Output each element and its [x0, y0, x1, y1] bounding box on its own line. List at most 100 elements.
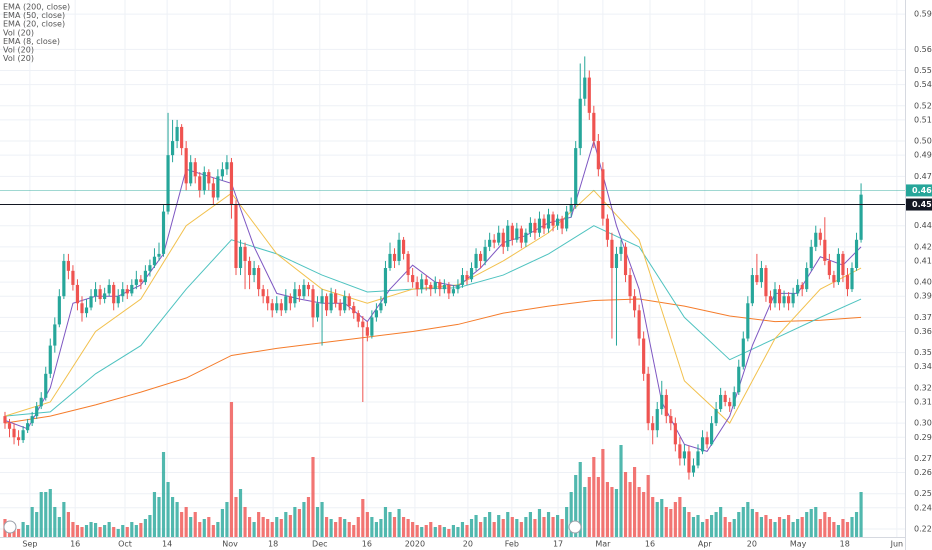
- candle-body: [859, 194, 863, 240]
- volume-bar: [442, 527, 446, 537]
- volume-bar: [836, 525, 841, 537]
- x-tick-label: 2020: [405, 540, 425, 549]
- candle-body: [791, 293, 795, 304]
- candle-body: [225, 162, 229, 170]
- volume-bar: [578, 462, 582, 537]
- candle-body: [818, 232, 822, 240]
- volume-bar: [737, 512, 741, 537]
- candle-body: [528, 222, 532, 233]
- volume-bar: [275, 517, 279, 537]
- volume-bar: [474, 515, 478, 537]
- volume-bar: [383, 507, 388, 537]
- candle-body: [198, 176, 202, 191]
- candle-body: [184, 148, 188, 184]
- candle-body: [578, 98, 582, 149]
- candle-body: [30, 416, 34, 424]
- y-tick-label: 0.265: [914, 468, 932, 477]
- volume-bar: [16, 529, 21, 537]
- candle-body: [157, 253, 161, 257]
- candle-body: [660, 394, 664, 410]
- candle-body: [424, 279, 428, 285]
- volume-bar: [48, 489, 52, 537]
- volume-bar: [53, 507, 57, 537]
- candle-body: [306, 284, 311, 290]
- candle-body: [7, 423, 12, 429]
- candle-body: [501, 232, 505, 247]
- event-icon[interactable]: [3, 520, 17, 534]
- candle-body: [62, 260, 66, 297]
- volume-bar: [266, 519, 270, 537]
- volume-bar: [311, 457, 315, 537]
- volume-bar: [854, 512, 859, 537]
- x-tick-label: Dec: [312, 540, 327, 549]
- volume-bar: [315, 507, 320, 537]
- price-label-box: [906, 198, 932, 211]
- candle-body: [823, 239, 827, 261]
- volume-bar: [157, 497, 161, 537]
- candle-body: [161, 211, 166, 254]
- candle-body: [243, 246, 247, 261]
- volume-bar: [26, 525, 30, 537]
- volume-bar: [143, 519, 147, 537]
- candle-body: [673, 423, 677, 445]
- volume-bar: [506, 512, 510, 537]
- volume-bar: [184, 507, 188, 537]
- candle-body: [737, 366, 741, 393]
- candle-body: [447, 284, 451, 294]
- volume-bar: [166, 482, 170, 537]
- candle-body: [275, 303, 279, 311]
- candle-body: [12, 428, 16, 438]
- volume-bar: [93, 523, 98, 537]
- volume-bar: [361, 499, 365, 537]
- candle-body: [352, 306, 356, 314]
- volume-bar: [723, 517, 727, 537]
- candle-body: [628, 275, 632, 297]
- volume-bar: [678, 497, 682, 537]
- candle-body: [483, 246, 487, 261]
- event-icon[interactable]: [568, 520, 582, 534]
- volume-bar: [759, 517, 763, 537]
- volume-bar: [583, 487, 587, 537]
- volume-bar: [216, 522, 220, 537]
- y-tick-label: 0.325: [914, 383, 932, 392]
- candle-body: [121, 289, 125, 297]
- x-tick-label: Apr: [698, 540, 713, 549]
- candle-body: [125, 289, 129, 294]
- candle-body: [361, 321, 365, 328]
- y-tick-label: 0.550: [914, 66, 932, 75]
- y-tick-label: 0.525: [914, 101, 932, 110]
- candle-body: [35, 406, 39, 417]
- candle-body: [302, 284, 306, 297]
- candle-body: [642, 338, 646, 374]
- volume-bar: [424, 525, 428, 537]
- volume-bar: [379, 519, 383, 537]
- price-label-box: [906, 184, 932, 197]
- volume-bar: [732, 519, 736, 537]
- volume-bar: [152, 492, 157, 537]
- volume-bar: [533, 519, 537, 537]
- volume-bar: [850, 517, 854, 537]
- volume-bar: [773, 522, 777, 537]
- candle-body: [320, 296, 324, 304]
- volume-bar: [202, 519, 206, 537]
- y-tick-label: 0.375: [914, 313, 932, 322]
- candle-body: [392, 253, 397, 261]
- volume-bar: [560, 519, 564, 537]
- volume-bar: [288, 515, 292, 537]
- candle-body: [524, 232, 528, 243]
- y-tick-label: 0.340: [914, 362, 932, 371]
- volume-bar: [750, 509, 754, 537]
- candle-body: [202, 172, 206, 191]
- volume-bar: [691, 517, 696, 537]
- y-tick-label: 0.315: [914, 398, 932, 407]
- candle-body: [315, 303, 320, 318]
- candle-body: [293, 289, 297, 304]
- volume-bar: [139, 523, 143, 537]
- candle-body: [80, 303, 84, 314]
- x-tick-label: 18: [840, 540, 850, 549]
- candle-body: [252, 268, 256, 276]
- y-tick-label: 0.475: [914, 172, 932, 181]
- y-tick-label: 0.490: [914, 151, 932, 160]
- volume-bar: [565, 507, 569, 537]
